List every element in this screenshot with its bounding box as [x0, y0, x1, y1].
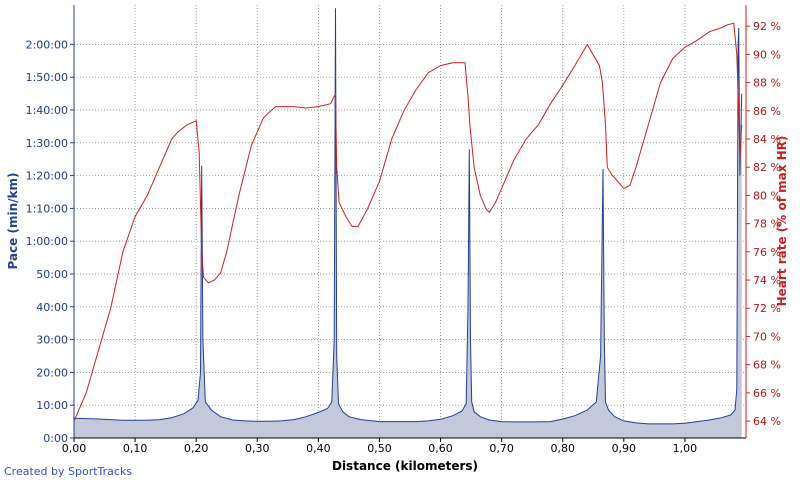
right-tick-label: 90 %	[753, 48, 781, 61]
heart-rate-series	[73, 22, 743, 422]
right-tick-label: 64 %	[753, 415, 781, 428]
right-tick-label: 66 %	[753, 387, 781, 400]
pace-line	[73, 8, 743, 425]
x-tick-label: 1,00	[673, 442, 698, 455]
x-axis-title: Distance (kilometers)	[332, 459, 478, 473]
x-tick-label: 0,40	[306, 442, 331, 455]
x-tick-label: 0,90	[612, 442, 637, 455]
left-tick-label: 20:00	[36, 366, 68, 379]
right-tick-label: 82 %	[753, 161, 781, 174]
right-tick-label: 80 %	[753, 189, 781, 202]
x-tick-label: 0,50	[367, 442, 392, 455]
right-tick-label: 92 %	[753, 20, 781, 33]
left-tick-label: 0:00	[43, 432, 68, 445]
right-tick-label: 84 %	[753, 133, 781, 146]
x-tick-label: 0,80	[550, 442, 575, 455]
credit-link[interactable]: Created by SportTracks	[4, 465, 132, 478]
left-tick-label: 1:20:00	[26, 170, 68, 183]
left-tick-label: 1:00:00	[26, 235, 68, 248]
plot-area	[74, 5, 746, 438]
x-tick-label: 0,10	[123, 442, 148, 455]
x-tick-label: 0,20	[184, 442, 209, 455]
left-tick-label: 2:00:00	[26, 38, 68, 51]
x-tick-label: 0,70	[489, 442, 514, 455]
right-tick-label: 86 %	[753, 105, 781, 118]
right-tick-label: 70 %	[753, 330, 781, 343]
pace-series	[73, 8, 743, 439]
x-tick-label: 0,30	[245, 442, 270, 455]
left-tick-label: 40:00	[36, 301, 68, 314]
heart-rate-line	[73, 22, 743, 422]
left-tick-label: 1:50:00	[26, 71, 68, 84]
left-tick-label: 30:00	[36, 334, 68, 347]
right-tick-label: 72 %	[753, 302, 781, 315]
x-tick-label: 0,60	[428, 442, 453, 455]
right-tick-label: 74 %	[753, 274, 781, 287]
left-tick-label: 1:40:00	[26, 104, 68, 117]
axes	[70, 5, 750, 442]
left-tick-label: 1:10:00	[26, 202, 68, 215]
left-axis-title: Pace (min/km)	[6, 173, 20, 270]
right-tick-label: 88 %	[753, 77, 781, 90]
right-tick-label: 78 %	[753, 218, 781, 231]
left-tick-label: 1:30:00	[26, 137, 68, 150]
right-tick-label: 76 %	[753, 246, 781, 259]
right-tick-label: 68 %	[753, 359, 781, 372]
left-tick-label: 50:00	[36, 268, 68, 281]
left-tick-label: 10:00	[36, 399, 68, 412]
x-tick-label: 0,00	[62, 442, 87, 455]
tick-labels: 0,00 0,10 0,20 0,30 0,40 0,50 0,60 0,70 0,80 0,90…	[26, 20, 781, 455]
right-axis-title: Heart rate (% of max HR)	[775, 136, 789, 307]
